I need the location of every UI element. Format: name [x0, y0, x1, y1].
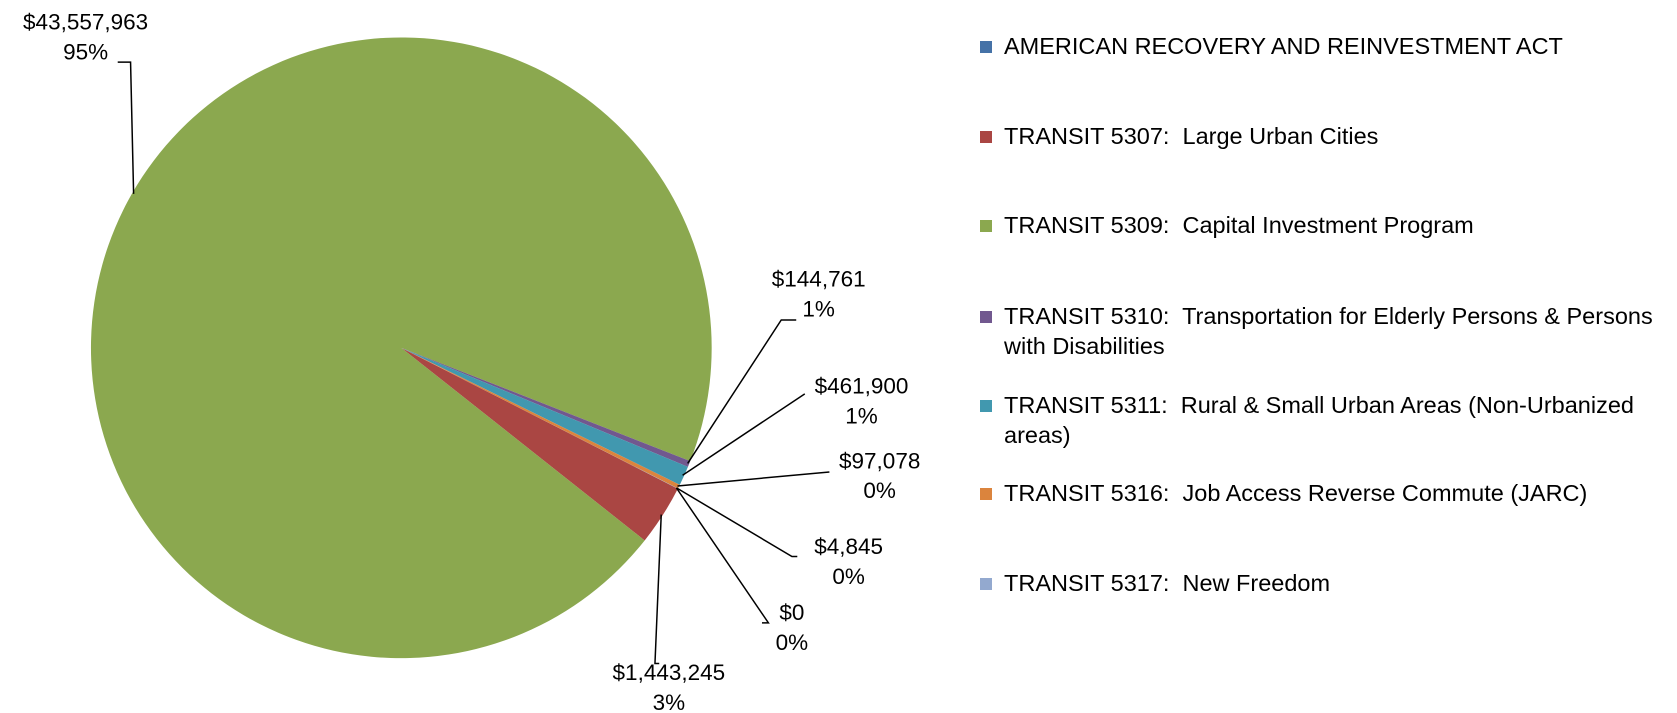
legend-item: TRANSIT 5316: Job Access Reverse Commute…: [980, 478, 1672, 508]
legend-swatch: [980, 219, 992, 232]
legend-swatch: [980, 41, 992, 54]
percent-label: 1%: [802, 296, 835, 321]
percent-label: 1%: [845, 403, 878, 428]
legend-swatch: [980, 399, 992, 412]
legend-label: TRANSIT 5316: Job Access Reverse Commute…: [1004, 480, 1588, 507]
pie-slice: [401, 347, 688, 485]
legend-label: TRANSIT 5311: Rural & Small Urban Areas …: [1004, 391, 1641, 448]
percent-label: 95%: [63, 39, 108, 64]
leader-line: [675, 487, 770, 624]
legend-label: AMERICAN RECOVERY AND REINVESTMENT ACT: [1004, 33, 1563, 60]
data-label: $1,443,245: [613, 660, 726, 685]
legend-swatch: [980, 578, 992, 591]
pie-slice: [401, 347, 691, 467]
legend-swatch: [980, 130, 992, 143]
data-label: $4,845: [814, 534, 883, 559]
legend-item: TRANSIT 5310: Transportation for Elderly…: [980, 301, 1672, 361]
pie-slice: [90, 37, 712, 659]
percent-label: 0%: [776, 630, 809, 655]
leader-line: [687, 319, 797, 464]
percent-label: 0%: [863, 478, 896, 503]
legend-label: TRANSIT 5310: Transportation for Elderly…: [1004, 302, 1660, 359]
legend-label: TRANSIT 5317: New Freedom: [1004, 570, 1331, 597]
pie-slice: [401, 347, 680, 489]
legend-label: TRANSIT 5309: Capital Investment Program: [1004, 211, 1474, 238]
legend-item: TRANSIT 5317: New Freedom: [980, 568, 1672, 598]
data-label: $97,078: [839, 448, 920, 473]
leader-line: [682, 393, 806, 476]
legend-swatch: [980, 488, 992, 501]
legend-item: AMERICAN RECOVERY AND REINVESTMENT ACT: [980, 31, 1672, 61]
leader-line: [676, 487, 798, 558]
legend-item: TRANSIT 5309: Capital Investment Program: [980, 210, 1672, 240]
legend-item: TRANSIT 5311: Rural & Small Urban Areas …: [980, 390, 1672, 450]
percent-label: 3%: [653, 690, 686, 713]
leader-line: [654, 514, 662, 665]
leader-line: [677, 471, 830, 487]
data-label: $0: [779, 600, 804, 625]
pie-slice: [401, 347, 678, 541]
data-label: $461,900: [815, 373, 909, 398]
data-label: $144,761: [772, 266, 866, 291]
leader-line: [117, 61, 135, 194]
legend-swatch: [980, 310, 992, 323]
percent-label: 0%: [832, 564, 865, 589]
data-label: $43,557,963: [23, 9, 148, 34]
pie-slice: [401, 347, 678, 489]
legend-item: TRANSIT 5307: Large Urban Cities: [980, 121, 1672, 151]
legend-label: TRANSIT 5307: Large Urban Cities: [1004, 122, 1379, 149]
